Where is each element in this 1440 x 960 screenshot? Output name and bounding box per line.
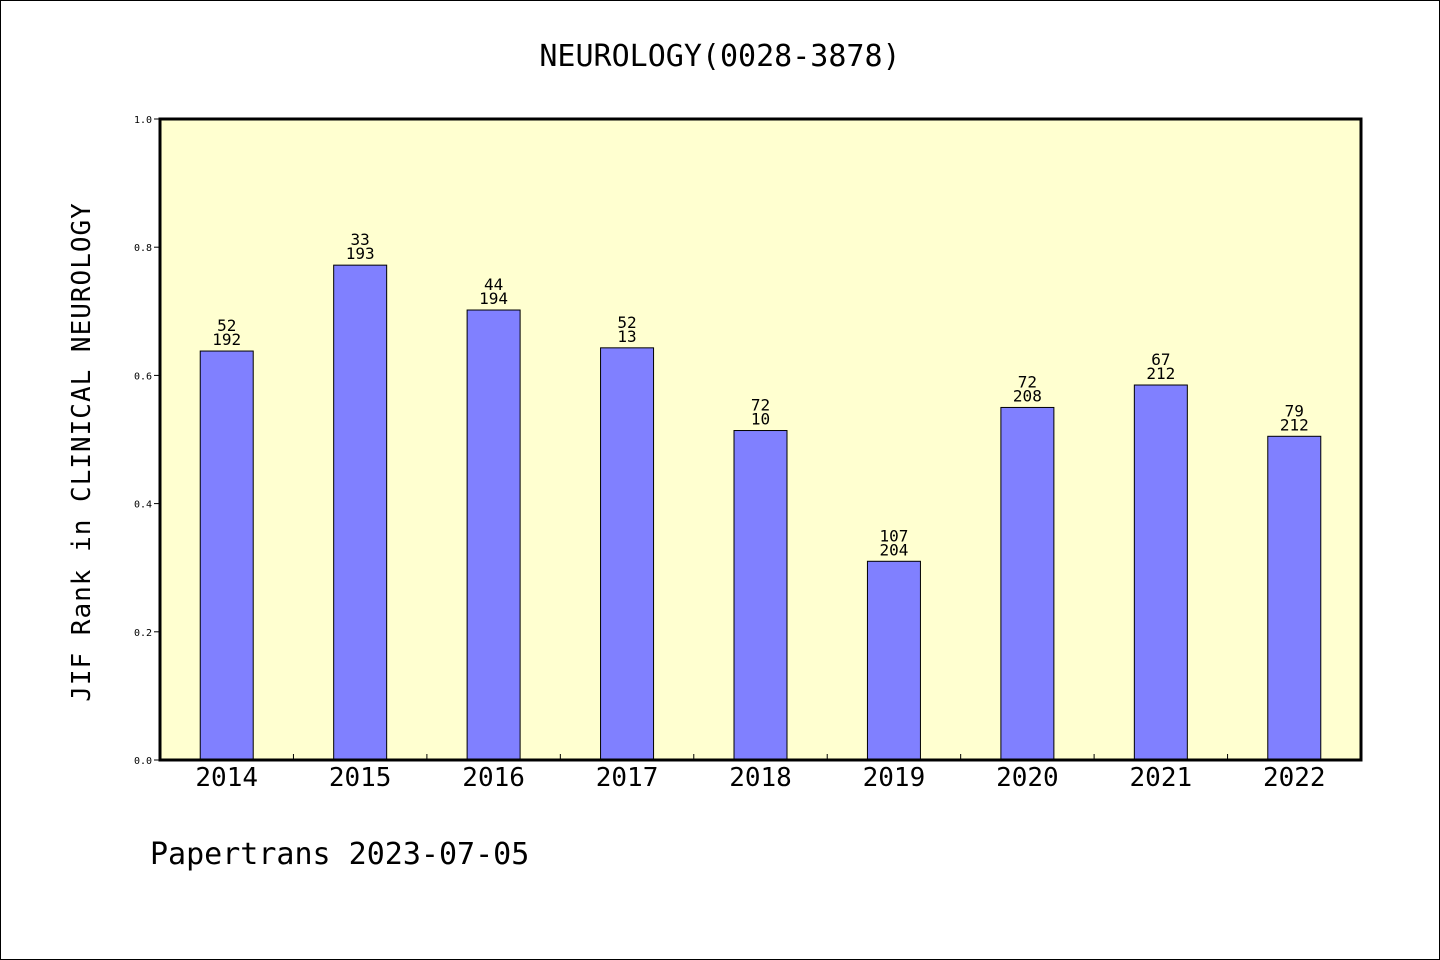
x-tick-label: 2022 bbox=[1263, 763, 1326, 793]
x-tick-label: 2021 bbox=[1130, 763, 1193, 793]
data-label-rank: 67 bbox=[1151, 350, 1170, 369]
y-axis: 0.0 0.2 0.4 0.6 0.8 1.0 bbox=[134, 115, 160, 767]
y-tick-label: 0.8 bbox=[134, 243, 152, 254]
data-label-rank: 72 bbox=[1018, 372, 1037, 391]
x-axis: 2014 2015 2016 2017 2018 2019 2020 2021 2022 bbox=[195, 754, 1326, 793]
data-label-total: 13 bbox=[617, 327, 636, 346]
x-tick-label: 2019 bbox=[863, 763, 926, 793]
data-label-rank: 44 bbox=[484, 275, 503, 294]
data-label-total: 193 bbox=[346, 244, 375, 263]
data-label-rank: 33 bbox=[351, 230, 370, 249]
bar-2019 bbox=[866, 560, 921, 761]
x-tick-label: 2016 bbox=[462, 763, 525, 793]
bar-2017 bbox=[600, 347, 655, 761]
bar-2015 bbox=[333, 264, 388, 761]
data-label-rank: 52 bbox=[617, 313, 636, 332]
y-tick-label: 0.4 bbox=[134, 500, 152, 511]
y-axis-label: JIF Rank in CLINICAL NEUROLOGY bbox=[67, 202, 97, 702]
bar-2014 bbox=[199, 350, 254, 761]
data-label-rank: 72 bbox=[751, 396, 770, 415]
data-label-rank: 107 bbox=[879, 526, 908, 545]
data-label-rank: 79 bbox=[1285, 401, 1304, 420]
footer-credit: Papertrans 2023-07-05 bbox=[150, 837, 529, 872]
bar-2022 bbox=[1267, 435, 1322, 761]
y-tick-label: 0.2 bbox=[134, 628, 152, 639]
data-label-total: 212 bbox=[1146, 364, 1175, 383]
data-label-total: 192 bbox=[212, 330, 241, 349]
bar-2020 bbox=[1000, 406, 1055, 761]
x-tick-label: 2018 bbox=[729, 763, 792, 793]
bars bbox=[199, 264, 1322, 761]
data-label-total: 208 bbox=[1013, 386, 1042, 405]
plot-border bbox=[158, 117, 1363, 762]
data-label-total: 204 bbox=[879, 540, 908, 559]
y-tick-label: 1.0 bbox=[134, 115, 152, 126]
x-tick-label: 2015 bbox=[329, 763, 392, 793]
y-tick-label: 0.0 bbox=[134, 756, 152, 767]
x-tick-label: 2017 bbox=[596, 763, 659, 793]
bar-2016 bbox=[466, 309, 521, 761]
data-labels: 5219233193441945213721010720472208672127… bbox=[212, 230, 1308, 559]
bar-2021 bbox=[1133, 384, 1188, 761]
x-tick-label: 2014 bbox=[195, 763, 258, 793]
bar-2018 bbox=[733, 430, 788, 761]
chart-title: NEUROLOGY(0028-3878) bbox=[539, 39, 900, 74]
data-label-total: 212 bbox=[1280, 415, 1309, 434]
data-label-total: 10 bbox=[751, 410, 770, 429]
x-tick-label: 2020 bbox=[996, 763, 1059, 793]
data-label-total: 194 bbox=[479, 289, 508, 308]
data-label-rank: 52 bbox=[217, 316, 236, 335]
y-tick-label: 0.6 bbox=[134, 371, 152, 382]
